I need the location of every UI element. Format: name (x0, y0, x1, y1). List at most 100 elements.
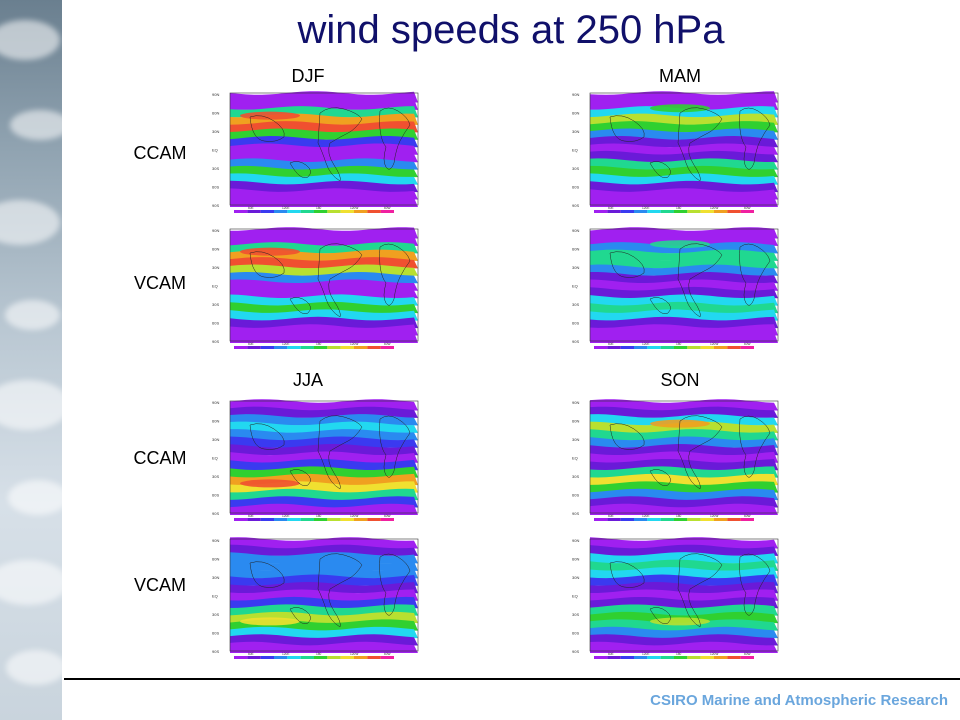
lon-label: 60W (744, 342, 751, 346)
lon-label: 180 (316, 652, 322, 656)
lat-label: 30S (572, 302, 579, 307)
lon-label: 180 (676, 652, 682, 656)
lat-label: 30N (212, 437, 219, 442)
lon-label: 60E (608, 206, 614, 210)
lon-label: 60W (384, 652, 391, 656)
lon-label: 60E (608, 514, 614, 518)
lon-label: 120W (710, 342, 718, 346)
map-panel-mam-vcam: 90N 60N 30N EQ 30S 60S 90S 60E 120E 180 120W 60W510… (570, 226, 786, 350)
colorbar: 5101520253035404550 (234, 656, 394, 659)
lat-label: 60S (572, 185, 579, 190)
page-title: wind speeds at 250 hPa (297, 8, 725, 52)
lon-label: 120W (710, 652, 718, 656)
lon-label: 60W (384, 206, 391, 210)
lat-label: 30S (212, 166, 219, 171)
lon-label: 180 (316, 514, 322, 518)
lat-label: 90N (572, 400, 579, 405)
coastline (249, 107, 411, 182)
lat-label: 90S (572, 339, 579, 344)
lon-label: 120W (710, 514, 718, 518)
coastline (609, 243, 771, 318)
lat-label: 30S (572, 474, 579, 479)
lon-label: 180 (676, 342, 682, 346)
lat-label: 90S (572, 511, 579, 516)
lat-label: EQ (212, 284, 218, 289)
lon-label: 60E (248, 206, 254, 210)
map-panel-son-ccam: 90N 60N 30N EQ 30S 60S 90S 60E 120E 180 120W 60W510… (570, 398, 786, 522)
lon-label: 60E (248, 652, 254, 656)
lat-label: 60S (572, 321, 579, 326)
map-panel-jja-vcam: 90N 60N 30N EQ 30S 60S 90S 60E 120E 180 120W 60W510… (210, 536, 426, 660)
lat-label: 60N (572, 111, 579, 116)
lat-label: 30S (212, 474, 219, 479)
colorbar: 5101520253035404550 (594, 346, 754, 349)
lon-label: 60W (744, 514, 751, 518)
lat-label: 90N (572, 538, 579, 543)
lon-label: 180 (676, 514, 682, 518)
lat-label: 60S (572, 493, 579, 498)
lon-label: 120W (710, 206, 718, 210)
lon-label: 60W (744, 206, 751, 210)
map-panel-djf-ccam: 90N 60N 30N EQ 30S 60S 90S 60E 120E 180 120W 60W510… (210, 90, 426, 214)
colorbar: 5101520253035404550 (234, 346, 394, 349)
lon-label: 120E (282, 514, 289, 518)
lon-label: 60E (608, 342, 614, 346)
colorbar: 5101520253035404550 (594, 656, 754, 659)
coastline (249, 243, 411, 318)
row-label-vcam-bottom: VCAM (133, 575, 186, 595)
lon-label: 120E (642, 514, 649, 518)
season-label-jja: JJA (292, 370, 323, 390)
lon-label: 120E (282, 652, 289, 656)
lat-label: 30S (572, 166, 579, 171)
lat-label: 90S (572, 649, 579, 654)
colorbar: 5101520253035404550 (234, 210, 394, 213)
lon-label: 60E (248, 342, 254, 346)
lat-label: 60S (212, 631, 219, 636)
lat-label: 60S (212, 493, 219, 498)
lon-label: 180 (316, 206, 322, 210)
lon-label: 60W (744, 652, 751, 656)
lon-label: 120W (350, 342, 358, 346)
lat-label: 30N (212, 265, 219, 270)
lat-label: 90S (212, 649, 219, 654)
footer-divider (64, 678, 960, 680)
coastline (249, 553, 411, 628)
row-label-ccam-bottom: CCAM (133, 448, 187, 468)
coastline (609, 107, 771, 182)
lon-label: 120E (642, 206, 649, 210)
lat-label: 60N (212, 111, 219, 116)
lat-label: 60N (572, 557, 579, 562)
lat-label: EQ (572, 148, 578, 153)
lat-label: 60N (212, 419, 219, 424)
lat-label: EQ (572, 594, 578, 599)
colorbar: 5101520253035404550 (594, 518, 754, 521)
map-panel-son-vcam: 90N 60N 30N EQ 30S 60S 90S 60E 120E 180 120W 60W510… (570, 536, 786, 660)
lat-label: 90N (212, 92, 219, 97)
coastline (249, 415, 411, 490)
wind-field (230, 399, 418, 515)
lon-label: 180 (316, 342, 322, 346)
lon-label: 120W (350, 652, 358, 656)
lat-label: 90N (572, 228, 579, 233)
colorbar: 5101520253035404550 (234, 518, 394, 521)
lat-label: 30S (572, 612, 579, 617)
lat-label: 90S (572, 203, 579, 208)
lat-label: 90S (212, 339, 219, 344)
sky-background (0, 0, 62, 720)
lat-label: 60N (572, 419, 579, 424)
lat-label: EQ (572, 456, 578, 461)
lon-label: 120E (642, 652, 649, 656)
wind-field (590, 227, 778, 343)
wind-field (590, 91, 778, 207)
lon-label: 120E (282, 206, 289, 210)
map-panel-mam-ccam: 90N 60N 30N EQ 30S 60S 90S 60E 120E 180 120W 60W510… (570, 90, 786, 214)
map-panel-djf-vcam: 90N 60N 30N EQ 30S 60S 90S 60E 120E 180 120W 60W510… (210, 226, 426, 350)
lat-label: 90N (572, 92, 579, 97)
lat-label: 30N (572, 265, 579, 270)
map-panel-jja-ccam: 90N 60N 30N EQ 30S 60S 90S 60E 120E 180 120W 60W510… (210, 398, 426, 522)
row-label-ccam-top: CCAM (133, 143, 187, 163)
lat-label: 30N (572, 437, 579, 442)
season-label-djf: DJF (291, 66, 325, 86)
lat-label: 90S (212, 511, 219, 516)
lat-label: 90S (212, 203, 219, 208)
